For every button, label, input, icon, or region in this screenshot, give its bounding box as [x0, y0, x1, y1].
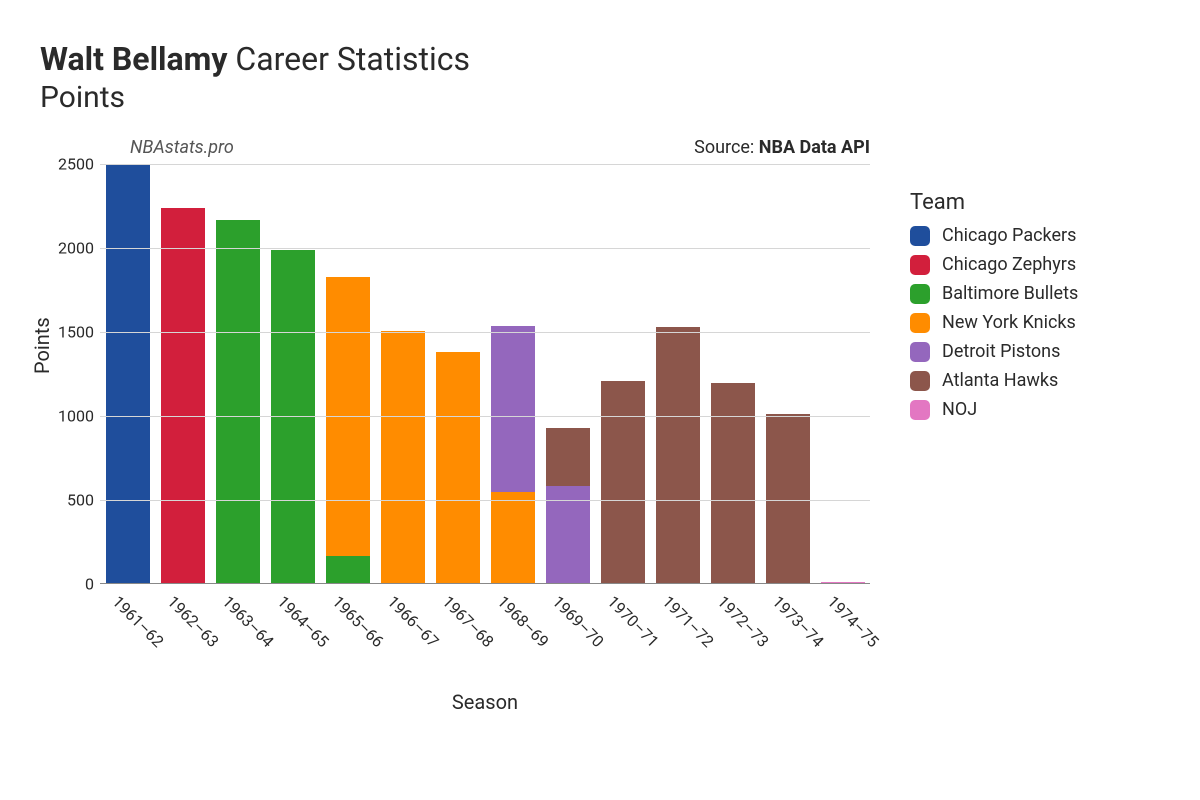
legend-swatch: [910, 284, 930, 304]
legend: Team Chicago Packers Chicago Zephyrs Balti…: [910, 190, 1078, 428]
chart-container: Walt Bellamy Career Statistics Points NB…: [0, 0, 1200, 800]
legend-swatch: [910, 371, 930, 391]
bars-layer: [100, 164, 870, 583]
chart-title: Walt Bellamy Career Statistics: [40, 40, 1160, 78]
x-axis-ticks: 1961–621962–631963–641964–651965–661966–…: [100, 584, 870, 664]
bar-segment: [216, 220, 260, 583]
gridline: [100, 416, 870, 417]
plot-area: [100, 164, 870, 584]
legend-item: Atlanta Hawks: [910, 370, 1078, 391]
legend-item: NOJ: [910, 399, 1078, 420]
legend-label: Atlanta Hawks: [942, 370, 1058, 391]
bar-segment: [821, 582, 865, 583]
x-tick: 1967–68: [438, 592, 497, 651]
x-tick: 1971–72: [658, 592, 717, 651]
legend-swatch: [910, 255, 930, 275]
bar-segment: [601, 381, 645, 583]
chart-subtitle: Points: [40, 80, 1160, 115]
y-tick: 1500: [58, 323, 94, 342]
bar-segment: [491, 326, 535, 492]
gridline: [100, 500, 870, 501]
legend-item: Chicago Zephyrs: [910, 254, 1078, 275]
legend-item: New York Knicks: [910, 312, 1078, 333]
legend-swatch: [910, 313, 930, 333]
legend-label: Baltimore Bullets: [942, 283, 1078, 304]
legend-swatch: [910, 226, 930, 246]
y-tick: 1000: [58, 407, 94, 426]
legend-label: New York Knicks: [942, 312, 1076, 333]
gridline: [100, 248, 870, 249]
legend-label: Chicago Zephyrs: [942, 254, 1076, 275]
x-tick: 1962–63: [163, 592, 222, 651]
x-tick: 1963–64: [218, 592, 277, 651]
gridline: [100, 164, 870, 165]
x-tick: 1969–70: [548, 592, 607, 651]
x-tick: 1972–73: [713, 592, 772, 651]
title-player-name: Walt Bellamy: [40, 40, 227, 78]
y-tick: 2000: [58, 239, 94, 258]
x-axis-label: Season: [100, 690, 870, 714]
x-tick: 1970–71: [603, 592, 662, 651]
bar-segment: [381, 331, 425, 583]
title-suffix: Career Statistics: [235, 40, 470, 78]
bar-segment: [491, 492, 535, 583]
legend-label: NOJ: [942, 399, 977, 420]
source-credit: Source: NBA Data API: [694, 137, 870, 158]
legend-swatch: [910, 342, 930, 362]
x-tick: 1961–62: [108, 592, 167, 651]
legend-item: Detroit Pistons: [910, 341, 1078, 362]
x-tick: 1964–65: [273, 592, 332, 651]
bar-segment: [656, 327, 700, 583]
title-block: Walt Bellamy Career Statistics Points: [40, 40, 1160, 115]
x-tick: 1966–67: [383, 592, 442, 651]
legend-item: Baltimore Bullets: [910, 283, 1078, 304]
y-axis-ticks: 05001000150020002500: [40, 164, 100, 584]
legend-swatch: [910, 400, 930, 420]
attribution-row: NBAstats.pro Source: NBA Data API: [130, 137, 870, 158]
legend-title: Team: [910, 190, 1078, 215]
legend-items: Chicago Packers Chicago Zephyrs Baltimore …: [910, 225, 1078, 420]
x-tick: 1974–75: [823, 592, 882, 651]
bar-segment: [766, 414, 810, 583]
legend-label: Detroit Pistons: [942, 341, 1060, 362]
bar-segment: [546, 428, 590, 487]
bar-segment: [161, 208, 205, 583]
bar-segment: [106, 164, 150, 583]
source-name: NBA Data API: [759, 137, 870, 158]
x-tick: 1968–69: [493, 592, 552, 651]
bar-segment: [711, 383, 755, 583]
x-tick: 1973–74: [768, 592, 827, 651]
y-tick: 0: [85, 575, 94, 594]
y-tick: 500: [67, 491, 94, 510]
y-tick: 2500: [58, 155, 94, 174]
legend-label: Chicago Packers: [942, 225, 1076, 246]
source-prefix: Source:: [694, 137, 759, 158]
legend-item: Chicago Packers: [910, 225, 1078, 246]
bar-segment: [326, 556, 370, 583]
gridline: [100, 332, 870, 333]
site-credit: NBAstats.pro: [130, 137, 234, 158]
bar-segment: [436, 352, 480, 583]
x-tick: 1965–66: [328, 592, 387, 651]
